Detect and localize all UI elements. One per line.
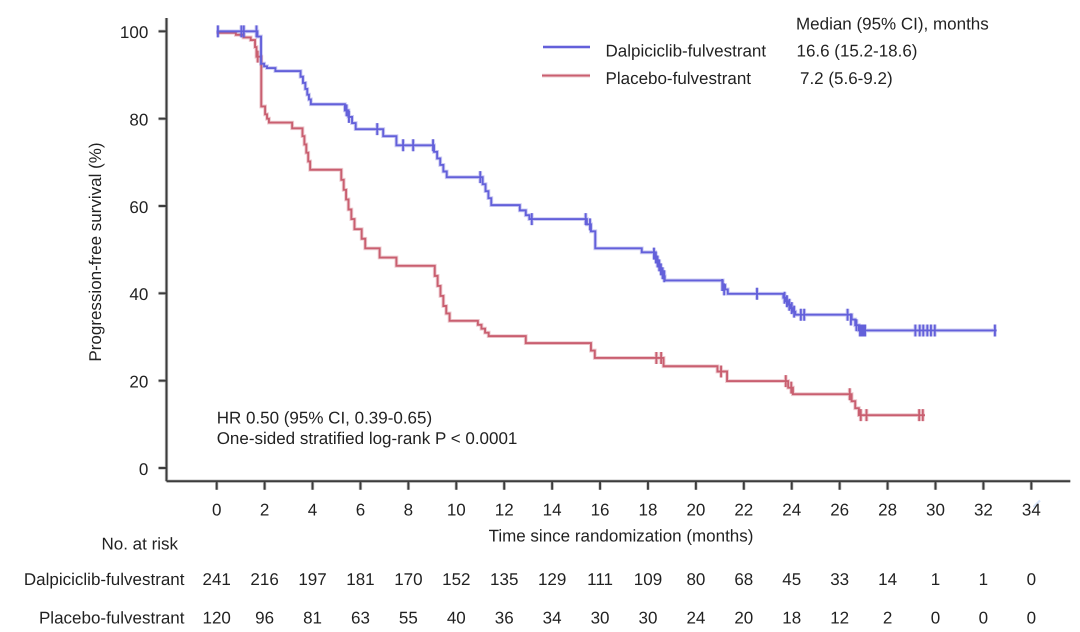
svg-text:40: 40 [129, 285, 148, 304]
svg-text:109: 109 [634, 570, 662, 589]
svg-text:One-sided stratified log-rank: One-sided stratified log-rank P < 0.0001 [217, 429, 518, 448]
svg-text:Median (95% CI), months: Median (95% CI), months [796, 14, 989, 33]
svg-text:55: 55 [399, 608, 418, 627]
svg-text:14: 14 [878, 570, 897, 589]
svg-text:18: 18 [639, 500, 658, 519]
svg-text:0: 0 [1027, 570, 1036, 589]
svg-text:30: 30 [639, 608, 658, 627]
svg-text:20: 20 [686, 500, 705, 519]
svg-text:2: 2 [260, 500, 269, 519]
svg-text:129: 129 [538, 570, 566, 589]
svg-text:45: 45 [782, 570, 801, 589]
svg-text:216: 216 [250, 570, 278, 589]
svg-text:28: 28 [878, 500, 897, 519]
svg-text:96: 96 [255, 608, 274, 627]
svg-text:4: 4 [308, 500, 317, 519]
svg-text:33: 33 [830, 570, 849, 589]
svg-text:63: 63 [351, 608, 370, 627]
svg-text:170: 170 [394, 570, 422, 589]
svg-text:20: 20 [734, 608, 753, 627]
svg-text:197: 197 [298, 570, 326, 589]
svg-text:181: 181 [346, 570, 374, 589]
svg-text:12: 12 [495, 500, 514, 519]
svg-text:24: 24 [782, 500, 801, 519]
svg-text:14: 14 [543, 500, 562, 519]
svg-text:Progression-free survival (%): Progression-free survival (%) [86, 142, 105, 361]
svg-text:2: 2 [883, 608, 892, 627]
svg-text:30: 30 [926, 500, 945, 519]
svg-text:20: 20 [129, 373, 148, 392]
svg-text:0: 0 [139, 460, 148, 479]
svg-text:26: 26 [830, 500, 849, 519]
svg-text:24: 24 [686, 608, 705, 627]
svg-text:36: 36 [495, 608, 514, 627]
svg-text:Time since randomization (mont: Time since randomization (months) [489, 527, 754, 546]
svg-text:1: 1 [979, 570, 988, 589]
svg-text:6: 6 [356, 500, 365, 519]
svg-text:22: 22 [734, 500, 753, 519]
svg-text:16: 16 [591, 500, 610, 519]
svg-text:32: 32 [974, 500, 993, 519]
svg-text:7.2 (5.6-9.2): 7.2 (5.6-9.2) [800, 69, 893, 88]
svg-text:120: 120 [203, 608, 231, 627]
svg-text:34: 34 [543, 608, 562, 627]
svg-text:34: 34 [1022, 500, 1041, 519]
svg-text:0: 0 [979, 608, 988, 627]
svg-text:No. at risk: No. at risk [102, 535, 179, 554]
svg-text:12: 12 [830, 608, 849, 627]
svg-text:HR 0.50 (95% CI, 0.39-0.65): HR 0.50 (95% CI, 0.39-0.65) [217, 409, 432, 428]
svg-text:68: 68 [734, 570, 753, 589]
svg-text:Placebo-fulvestrant: Placebo-fulvestrant [39, 608, 185, 627]
svg-text:0: 0 [931, 608, 940, 627]
svg-text:1: 1 [931, 570, 940, 589]
svg-text:241: 241 [203, 570, 231, 589]
svg-text:80: 80 [129, 111, 148, 130]
svg-text:0: 0 [1027, 608, 1036, 627]
svg-text:135: 135 [490, 570, 518, 589]
svg-text:0: 0 [212, 500, 221, 519]
svg-text:60: 60 [129, 198, 148, 217]
svg-text:40: 40 [447, 608, 466, 627]
svg-text:8: 8 [404, 500, 413, 519]
svg-text:16.6 (15.2-18.6): 16.6 (15.2-18.6) [797, 42, 918, 61]
svg-text:111: 111 [587, 570, 613, 589]
svg-text:100: 100 [120, 23, 148, 42]
svg-text:30: 30 [591, 608, 610, 627]
svg-text:80: 80 [686, 570, 705, 589]
svg-text:152: 152 [442, 570, 470, 589]
svg-text:81: 81 [303, 608, 322, 627]
svg-text:Placebo-fulvestrant: Placebo-fulvestrant [606, 69, 752, 88]
svg-text:18: 18 [782, 608, 801, 627]
svg-text:10: 10 [447, 500, 466, 519]
svg-text:Dalpiciclib-fulvestrant: Dalpiciclib-fulvestrant [606, 42, 767, 61]
svg-text:Dalpiciclib-fulvestrant: Dalpiciclib-fulvestrant [24, 570, 185, 589]
